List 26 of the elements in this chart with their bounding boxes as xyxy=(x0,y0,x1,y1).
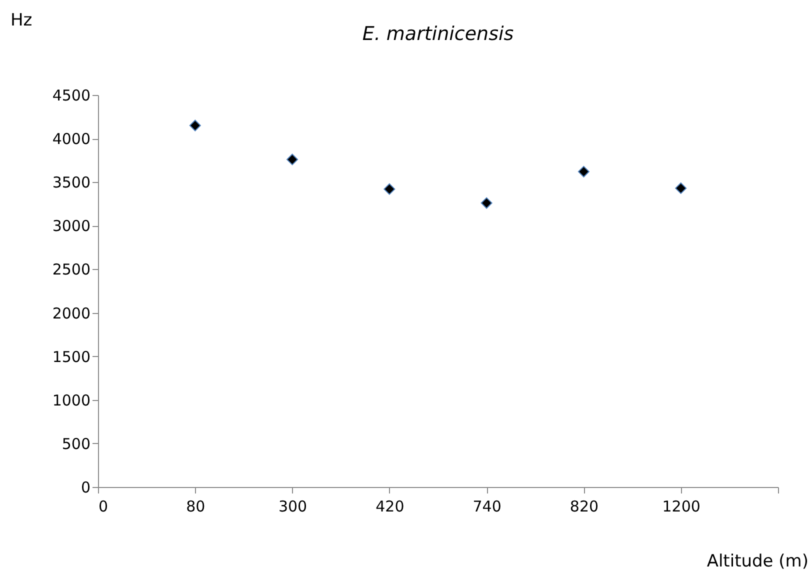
x-tick-label: 820 xyxy=(570,498,599,516)
point xyxy=(286,154,298,166)
y-tick-label: 2500 xyxy=(52,260,90,279)
y-tick-label: 3000 xyxy=(52,217,90,236)
y-tick-label: 2000 xyxy=(52,304,90,322)
point xyxy=(480,197,492,209)
point xyxy=(675,182,687,194)
y-tick-label: 500 xyxy=(62,434,90,453)
x-axis-title: Altitude (m) xyxy=(706,552,808,572)
x-tick-label: 740 xyxy=(472,498,502,516)
point xyxy=(384,183,396,195)
x-tick-label: 300 xyxy=(278,498,308,516)
x-tick-label: 0 xyxy=(98,498,108,516)
x-tick-label: 80 xyxy=(186,498,206,516)
y-tick-label: 4500 xyxy=(52,86,90,104)
chart-title: E. martinicensis xyxy=(362,23,514,45)
y-tick-label: 4000 xyxy=(52,130,90,148)
point xyxy=(578,166,590,178)
y-tick-label: 1500 xyxy=(52,348,90,366)
x-tick-label: 1200 xyxy=(662,498,700,516)
y-tick-label: 1000 xyxy=(52,391,90,410)
y-axis-title: Hz xyxy=(10,10,32,30)
y-tick-label: 3500 xyxy=(52,174,90,192)
point xyxy=(189,120,201,132)
y-tick-label: 0 xyxy=(80,478,90,496)
x-tick-label: 420 xyxy=(376,498,404,516)
